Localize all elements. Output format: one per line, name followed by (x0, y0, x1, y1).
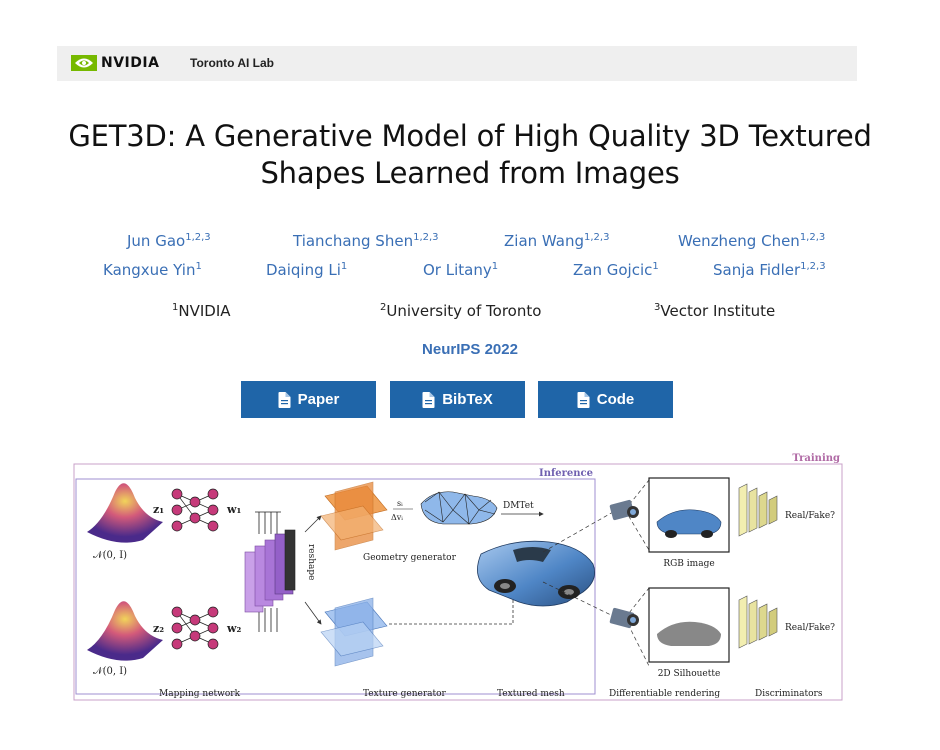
author-link[interactable]: Kangxue Yin1 (103, 261, 202, 279)
author-link[interactable]: Or Litany1 (423, 261, 499, 279)
nvidia-eye-icon (71, 55, 97, 71)
paper-button[interactable]: Paper (241, 381, 376, 418)
paper-button-label: Paper (297, 391, 340, 408)
geometry-generator-label: Geometry generator (363, 553, 457, 563)
get3d-pipeline-figure: Training Inference 𝒩(0, I) 𝒩(0, I) z₁ z₂… (73, 453, 843, 701)
author-link[interactable]: Zian Wang1,2,3 (504, 232, 610, 250)
dmtet-label: DMTet (503, 501, 534, 511)
venue-label: NeurIPS 2022 (422, 341, 518, 358)
author-link[interactable]: Wenzheng Chen1,2,3 (678, 232, 826, 250)
real-fake-label-2: Real/Fake? (785, 623, 835, 633)
affiliation: 3Vector Institute (654, 302, 776, 320)
mapping-network-label: Mapping network (159, 689, 241, 699)
feature-stack (244, 529, 296, 613)
nvidia-logo[interactable]: NVIDIA (71, 54, 159, 72)
delta-v-label: Δvᵢ (391, 513, 403, 522)
camera-icon (609, 607, 639, 629)
diff-rendering-label: Differentiable rendering (609, 689, 720, 699)
bibtex-button[interactable]: BibTeX (390, 381, 525, 418)
rgb-car-render (656, 509, 722, 538)
title-line-1: GET3D: A Generative Model of High Qualit… (68, 119, 872, 153)
texture-triplane (320, 597, 388, 667)
noise-label-2: 𝒩(0, I) (93, 666, 127, 677)
w2-label: w₂ (226, 622, 241, 635)
lab-name: Toronto AI Lab (190, 56, 274, 70)
z2-label: z₂ (153, 622, 164, 635)
training-label: Training (792, 453, 840, 464)
silhouette-shape (657, 621, 721, 646)
gaussian-noise-2 (87, 601, 163, 661)
bibtex-button-label: BibTeX (442, 391, 493, 408)
noise-label-1: 𝒩(0, I) (93, 550, 127, 561)
tet-grid (420, 491, 498, 525)
file-icon (278, 391, 291, 408)
author-link[interactable]: Zan Gojcic1 (573, 261, 659, 279)
code-button[interactable]: Code (538, 381, 673, 418)
texture-generator-label: Texture generator (363, 689, 447, 699)
geometry-triplane (320, 481, 388, 551)
w1-label: w₁ (226, 503, 241, 516)
mapping-network-1 (171, 488, 219, 532)
discriminator-1 (738, 483, 778, 537)
silhouette-label: 2D Silhouette (658, 669, 721, 679)
discriminator-2 (738, 595, 778, 649)
affiliation: 1NVIDIA (172, 302, 231, 320)
reshape-label: reshape (306, 544, 316, 581)
author-link[interactable]: Jun Gao1,2,3 (127, 232, 211, 250)
code-button-label: Code (596, 391, 635, 408)
inference-frame (75, 478, 596, 695)
author-link[interactable]: Tianchang Shen1,2,3 (293, 232, 439, 250)
file-icon (422, 391, 435, 408)
discriminators-label: Discriminators (755, 689, 823, 699)
author-link[interactable]: Daiqing Li1 (266, 261, 348, 279)
header-bar: NVIDIA Toronto AI Lab (57, 46, 857, 81)
nvidia-brand-text: NVIDIA (101, 55, 160, 71)
gaussian-noise-1 (87, 483, 163, 543)
textured-car-mesh (477, 540, 596, 607)
inference-label: Inference (539, 468, 593, 479)
training-frame (73, 463, 843, 701)
page-title: GET3D: A Generative Model of High Qualit… (40, 118, 900, 192)
z1-label: z₁ (153, 503, 164, 516)
real-fake-label-1: Real/Fake? (785, 511, 835, 521)
rgb-image-label: RGB image (663, 559, 714, 569)
camera-icon (609, 499, 639, 521)
file-icon (577, 391, 590, 408)
affiliation: 2University of Toronto (380, 302, 542, 320)
author-link[interactable]: Sanja Fidler1,2,3 (713, 261, 826, 279)
title-line-2: Shapes Learned from Images (260, 156, 680, 190)
mapping-network-2 (171, 606, 219, 650)
textured-mesh-label: Textured mesh (497, 689, 565, 699)
sdf-label: sᵢ (397, 499, 403, 508)
